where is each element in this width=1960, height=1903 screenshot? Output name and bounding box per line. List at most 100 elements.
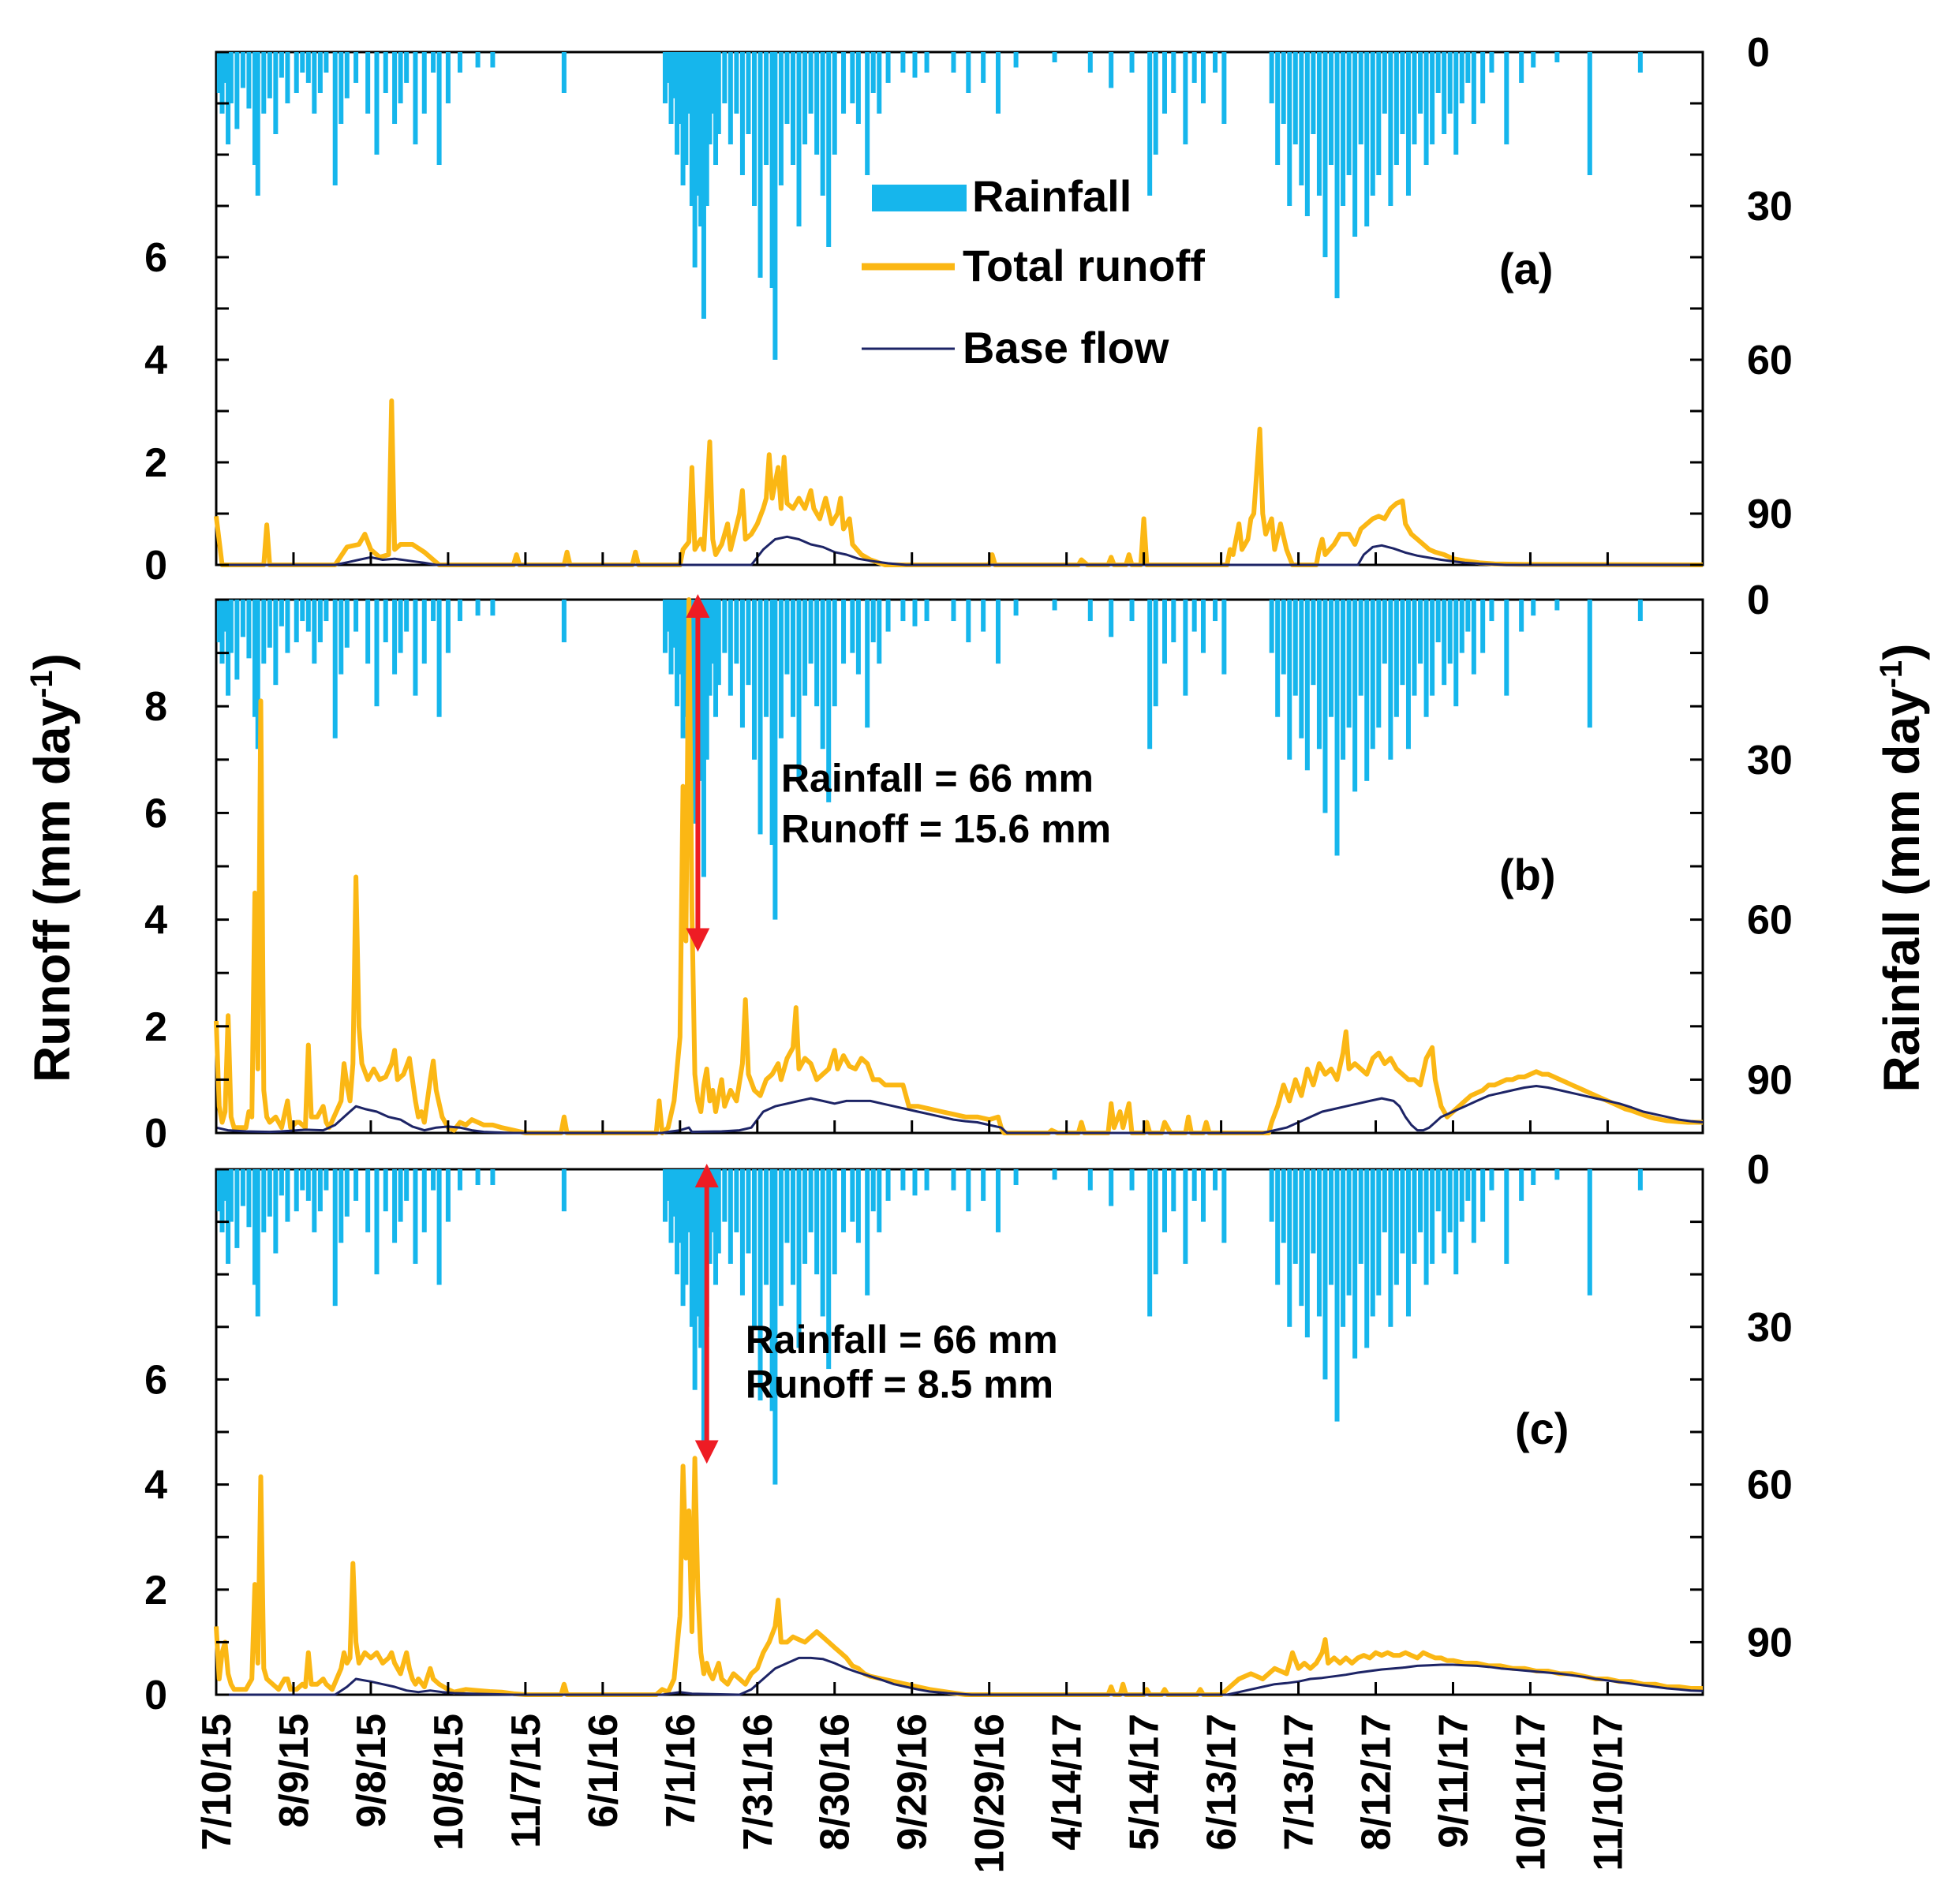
panel-b-rain-bar-87	[912, 600, 918, 626]
panel-a-rain-bar-8	[252, 52, 257, 165]
panel-c-rain-bar-42	[668, 1169, 674, 1243]
panel-c-rainfall-bars	[216, 1169, 1643, 1485]
panel-a-rain-bar-13	[279, 52, 284, 78]
panel-b-rain-bar-114	[1311, 600, 1316, 686]
panel-b-rain-bar-1	[219, 600, 225, 664]
panel-a-rain-bar-147	[1554, 52, 1560, 62]
panel-c-rain-bar-108	[1275, 1169, 1281, 1285]
panel-b-rain-bar-109	[1281, 600, 1286, 675]
x-date-label-9: 9/29/16	[890, 1714, 936, 1851]
panel-c-rain-bar-74	[808, 1169, 814, 1232]
panel-b-rain-bar-121	[1352, 600, 1358, 792]
panel-b-rain-bar-40	[662, 600, 668, 653]
panel-c-annotation-runoff: Runoff = 8.5 mm	[746, 1363, 1053, 1407]
panel-c-rain-bar-10	[261, 1169, 267, 1232]
panel-b-runoff-tick-label: 4	[144, 898, 167, 944]
panel-b-rain-bar-128	[1393, 600, 1399, 717]
panel-a-rain-bar-114	[1311, 52, 1316, 134]
panel-a-rain-bar-17	[305, 52, 311, 83]
panel-a-rain-bar-99	[1153, 52, 1158, 155]
panel-a-rain-bar-27	[383, 52, 388, 93]
legend-total-runoff-label: Total runoff	[963, 241, 1205, 290]
panel-a-rain-bar-54	[704, 52, 709, 206]
panel-a-rain-bar-146	[1531, 52, 1536, 68]
panel-a-rain-bar-30	[404, 52, 410, 83]
x-date-label-3: 10/8/15	[426, 1714, 472, 1851]
panel-a-rain-bar-72	[796, 52, 802, 226]
panel-a-rain-bar-81	[855, 52, 861, 124]
panel-b-rain-bar-19	[317, 600, 323, 643]
panel-c-rain-bar-127	[1388, 1169, 1393, 1327]
panel-b-rain-bar-126	[1382, 600, 1387, 664]
panel-a-rain-bar-126	[1382, 52, 1387, 114]
panel-a-rain-bar-98	[1147, 52, 1153, 196]
panel-a-total-runoff-line	[214, 398, 1704, 567]
panel-a-rain-bar-12	[273, 52, 279, 134]
y-axis-right-title: Rainfall (mm day-1)	[1873, 643, 1930, 1092]
panel-c-rain-bar-104	[1200, 1169, 1206, 1222]
panel-b-rain-bar-33	[431, 600, 436, 622]
panel-a-rain-bar-0	[216, 52, 222, 93]
panel-b-rain-bar-100	[1161, 600, 1167, 664]
panel-c-rain-bar-96	[1109, 1169, 1114, 1206]
panel-b-rain-bar-83	[870, 600, 876, 643]
panel-a-rain-bar-68	[772, 52, 778, 360]
panel-a-rain-bar-112	[1299, 52, 1304, 185]
panel-c-rain-bar-124	[1370, 1169, 1375, 1317]
panel-b-rain-bar-127	[1388, 600, 1393, 760]
panel-a-rain-bar-123	[1364, 52, 1370, 226]
panel-c-rain-bar-81	[855, 1169, 861, 1243]
panel-c-rain-bar-69	[778, 1169, 784, 1307]
panel-c-rain-bar-60	[728, 1169, 733, 1264]
panel-a-rain-bar-51	[695, 52, 701, 196]
panel-a-rain-bar-87	[912, 52, 918, 78]
panel-a-rain-bar-94	[1052, 52, 1057, 62]
panel-c-rain-bar-47	[683, 1169, 689, 1285]
panel-a-rain-bar-140	[1465, 52, 1471, 83]
panel-c-rain-bar-132	[1418, 1169, 1423, 1232]
panel-b-rain-bar-136	[1442, 600, 1447, 686]
panel-b-rain-bar-32	[421, 600, 427, 664]
panel-a-rain-bar-76	[820, 52, 825, 196]
x-date-label-13: 6/13/17	[1199, 1714, 1245, 1851]
panel-c-rain-bar-95	[1087, 1169, 1093, 1191]
panel-a-rain-bar-31	[413, 52, 418, 144]
panel-b-rain-bar-98	[1147, 600, 1153, 750]
panel-c-rain-bar-139	[1459, 1169, 1464, 1222]
panel-c-rain-bar-122	[1358, 1169, 1363, 1264]
panel-a-rain-bar-40	[662, 52, 668, 103]
panel-c-rain-bar-25	[365, 1169, 371, 1232]
panel-a-rain-bar-46	[680, 52, 686, 185]
panel-b-runoff-tick-label: 6	[144, 791, 167, 836]
panel-a-rain-bar-107	[1269, 52, 1274, 103]
panel-b-rain-bar-60	[728, 600, 733, 696]
panel-c-rain-bar-36	[457, 1169, 462, 1191]
panel-a-rain-bar-35	[445, 52, 451, 103]
panel-a-rain-bar-130	[1405, 52, 1411, 196]
panel-b-rain-bar-138	[1453, 600, 1459, 707]
panel-b-annotation-rainfall: Rainfall = 66 mm	[781, 756, 1094, 800]
panel-b-rain-bar-107	[1269, 600, 1274, 653]
panel-c-rain-bar-46	[680, 1169, 686, 1307]
panel-a-rain-bar-117	[1329, 52, 1333, 165]
panel-c-rain-bar-22	[339, 1169, 344, 1243]
panel-b-rain-bar-142	[1480, 600, 1486, 653]
panel-c-rain-bar-5	[234, 1169, 240, 1248]
panel-a-rain-bar-121	[1352, 52, 1358, 237]
panel-b-rain-bar-149	[1637, 600, 1643, 622]
panel-c-rain-bar-8	[252, 1169, 257, 1285]
panel-b-runoff-tick-label: 8	[144, 684, 167, 730]
panel-b-rain-bar-3	[226, 600, 231, 696]
panel-c-label: (c)	[1515, 1404, 1569, 1453]
x-axis-date-labels: 7/10/15 8/9/15 9/8/15 10/8/15 11/7/15 6/1/16 7…	[194, 1714, 1631, 1873]
x-date-label-14: 7/13/17	[1277, 1714, 1322, 1851]
x-date-label-16: 9/11/17	[1431, 1714, 1476, 1849]
panel-c-rain-bar-38	[490, 1169, 496, 1185]
panel-b-runoff-lines	[214, 597, 1704, 1135]
panel-c-rain-bar-39	[561, 1169, 567, 1212]
panel-c-rain-bar-78	[832, 1169, 837, 1275]
x-date-label-0: 7/10/15	[194, 1714, 240, 1851]
panel-c-rain-bar-43	[671, 1169, 677, 1217]
